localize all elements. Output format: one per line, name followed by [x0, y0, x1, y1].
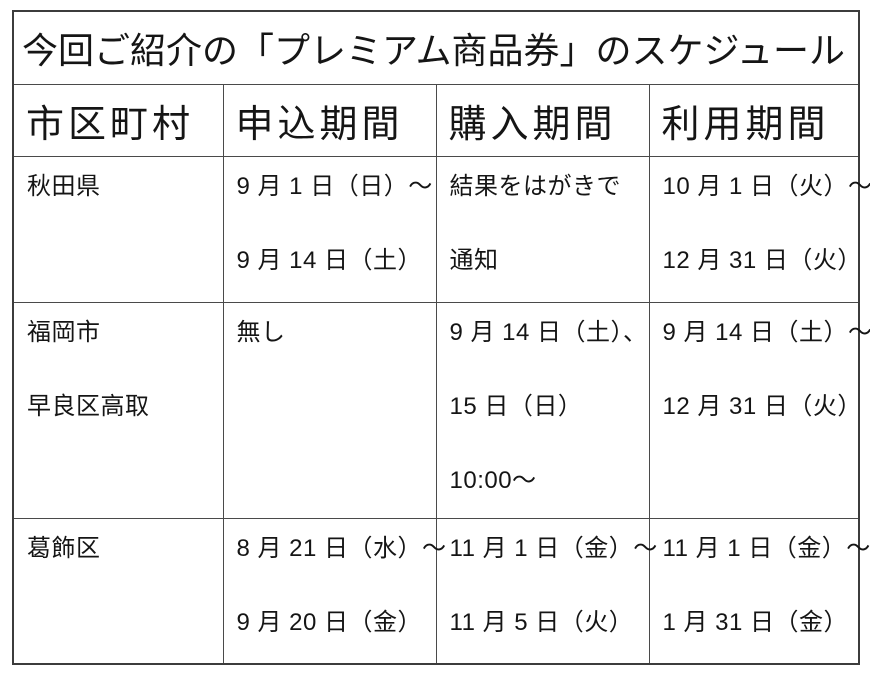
cell-purchase-period: 11 月 1 日（金）～ 11 月 5 日（火） [435, 517, 658, 665]
cell-municipality: 葛飾区 [12, 517, 224, 665]
cell-municipality: 福岡市 早良区高取 [12, 301, 224, 519]
cell-line: 早良区高取 [27, 392, 150, 420]
table-title-row: 今回ご紹介の「プレミアム商品券」のスケジュール [12, 10, 860, 85]
cell-line: 9 月 20 日（金） [236, 608, 423, 636]
cell-line: 福岡市 [27, 318, 101, 346]
column-header-application-period: 申込期間 [222, 83, 437, 157]
cell-line: 1 月 31 日（金） [662, 608, 849, 636]
table-header-row: 市区町村 申込期間 購入期間 利用期間 [12, 83, 860, 157]
cell-application-period: 9 月 1 日（日）～ 9 月 14 日（土） [222, 155, 437, 303]
cell-purchase-period: 結果をはがきで 通知 [435, 155, 650, 303]
cell-application-period: 8 月 21 日（水）～ 9 月 20 日（金） [222, 517, 447, 665]
cell-usage-period: 9 月 14 日（土）～ 12 月 31 日（火） [648, 301, 870, 519]
cell-line: 通知 [449, 246, 499, 274]
cell-application-period: 無し [222, 301, 437, 519]
column-header-purchase-period: 購入期間 [435, 83, 650, 157]
cell-line: 10 月 1 日（火）～ [662, 172, 870, 200]
table-row-fukuoka: 福岡市 早良区高取 無し 9 月 14 日（土）、 15 日（日） 10:00～… [12, 301, 870, 519]
cell-line: 12 月 31 日（火） [662, 246, 862, 274]
cell-line: 11 月 1 日（金）～ [449, 534, 658, 562]
cell-line: 9 月 1 日（日）～ [236, 172, 433, 200]
cell-line: 9 月 14 日（土） [236, 246, 423, 274]
cell-purchase-period: 9 月 14 日（土）、 15 日（日） 10:00～ [435, 301, 650, 519]
cell-line: 11 月 1 日（金）～ [662, 534, 870, 562]
column-header-usage-period: 利用期間 [648, 83, 860, 157]
premium-voucher-schedule-table: 今回ご紹介の「プレミアム商品券」のスケジュール 市区町村 申込期間 購入期間 利… [12, 10, 870, 665]
table-row-akita: 秋田県 9 月 1 日（日）～ 9 月 14 日（土） 結果をはがきで 通知 1… [12, 155, 870, 303]
cell-line: 葛飾区 [27, 534, 101, 562]
cell-line: 11 月 5 日（火） [449, 608, 634, 636]
column-header-municipality: 市区町村 [12, 83, 224, 157]
cell-usage-period: 11 月 1 日（金）～ 1 月 31 日（金） [648, 517, 870, 665]
table-row-katsushika: 葛飾区 8 月 21 日（水）～ 9 月 20 日（金） 11 月 1 日（金）… [12, 517, 870, 665]
cell-line: 15 日（日） [449, 392, 583, 420]
cell-municipality: 秋田県 [12, 155, 224, 303]
cell-usage-period: 10 月 1 日（火）～ 12 月 31 日（火） [648, 155, 870, 303]
cell-line: 12 月 31 日（火） [662, 392, 862, 420]
cell-line: 無し [236, 318, 286, 346]
cell-line: 9 月 14 日（土）～ [662, 318, 870, 346]
cell-line: 9 月 14 日（土）、 [449, 318, 648, 346]
cell-line: 秋田県 [27, 172, 101, 200]
cell-line: 10:00～ [449, 466, 537, 494]
table-title: 今回ご紹介の「プレミアム商品券」のスケジュール [12, 10, 860, 85]
cell-line: 8 月 21 日（水）～ [236, 534, 447, 562]
cell-line: 結果をはがきで [449, 172, 621, 200]
